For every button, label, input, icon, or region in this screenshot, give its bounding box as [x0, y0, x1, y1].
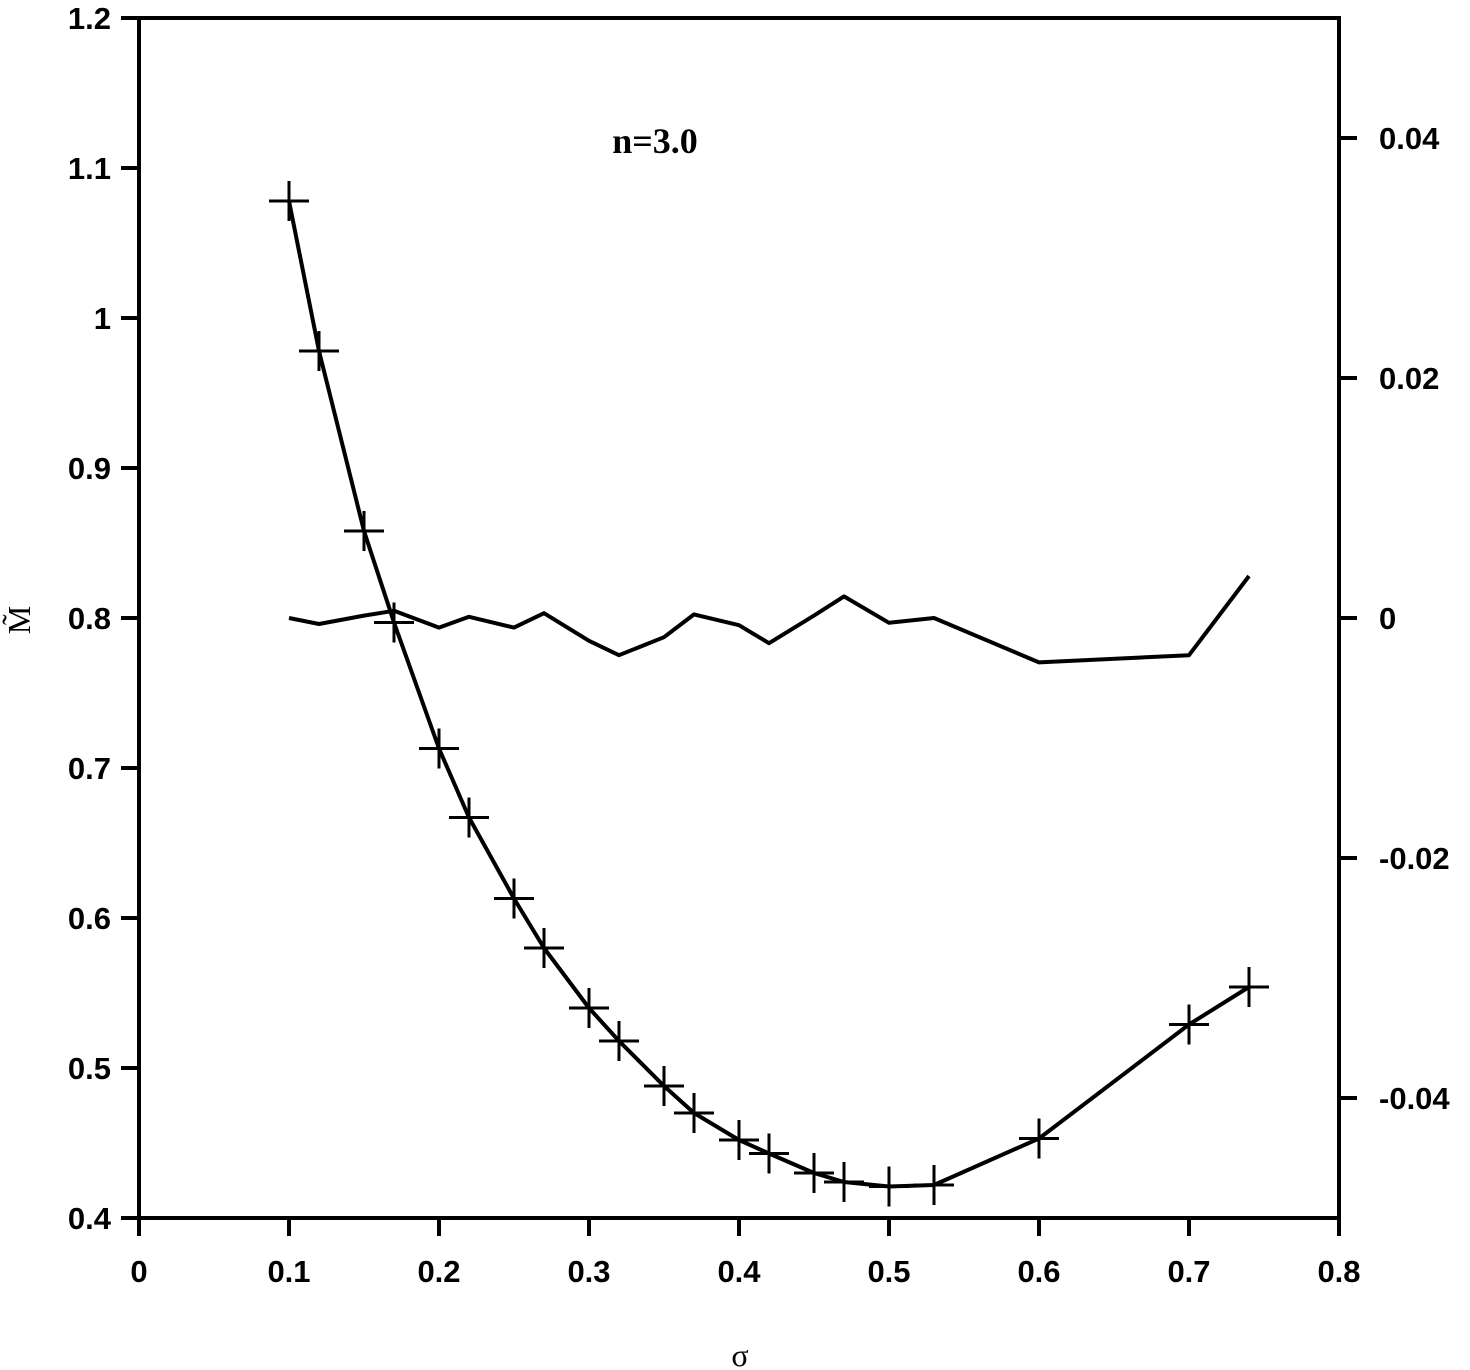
y-tick-label: 0.8: [68, 601, 111, 636]
series-1-marker: [299, 331, 339, 371]
y-tick-label: 1.2: [68, 1, 111, 36]
x-tick-label: 0.6: [1017, 1254, 1060, 1289]
series-1-marker: [824, 1162, 864, 1202]
series-1-marker: [449, 797, 489, 838]
y-axis-right: -0.04 -0.02 0 0.02 0.04: [1339, 121, 1450, 1116]
series-1-marker: [344, 511, 384, 551]
series-1-marker: [599, 1021, 639, 1061]
series-1-marker: [524, 928, 564, 968]
x-tick-label: 0.4: [717, 1254, 761, 1289]
y2-tick-label: 0.04: [1379, 121, 1440, 156]
plot-area: [137, 16, 1341, 1220]
y-tick-label: 1: [94, 301, 111, 336]
x-tick-label: 0: [130, 1254, 147, 1289]
y-tick-label: 0.4: [68, 1201, 112, 1236]
series-1-marker: [419, 728, 459, 769]
y-tick-label: 0.6: [68, 901, 111, 936]
x-tick-label: 0.2: [417, 1254, 460, 1289]
series-1-marker: [374, 602, 414, 643]
x-tick-label: 0.1: [267, 1254, 310, 1289]
x-tick-label: 0.5: [867, 1254, 910, 1289]
y2-tick-label: -0.04: [1379, 1081, 1450, 1116]
series-1-marker: [749, 1133, 789, 1174]
series-1-line: [287, 200, 1251, 1189]
series-1-marker: [1169, 1004, 1209, 1045]
x-tick-label: 0.3: [567, 1254, 610, 1289]
series-1-marker: [1229, 967, 1269, 1007]
series-layer: [269, 181, 1269, 1207]
y-axis-title: M̃: [1, 606, 37, 634]
y2-tick-label: 0.02: [1379, 361, 1439, 396]
series-1-marker: [569, 988, 609, 1028]
series-1-marker: [674, 1093, 714, 1133]
x-axis: 0 0.1 0.2 0.3 0.4 0.5 0.6 0.7 0.8: [130, 1218, 1361, 1289]
series-1-marker: [1019, 1118, 1059, 1159]
chart-annotation: n=3.0: [612, 121, 698, 161]
x-axis-title: σ: [731, 1337, 748, 1370]
series-1-marker: [494, 878, 534, 919]
series-2-line: [288, 574, 1251, 665]
y2-tick-label: 0: [1379, 601, 1396, 636]
x-tick-label: 0.7: [1167, 1254, 1210, 1289]
y-tick-label: 1.1: [68, 151, 111, 186]
y2-tick-label: -0.02: [1379, 841, 1450, 876]
y-tick-label: 0.5: [68, 1051, 111, 1086]
y-tick-label: 0.9: [68, 451, 111, 486]
series-1-marker: [269, 181, 309, 221]
series-1-marker: [869, 1166, 909, 1207]
x-tick-label: 0.8: [1317, 1254, 1360, 1289]
y-axis-left: 0.4 0.5 0.6 0.7 0.8 0.9 1 1.1 1.2: [68, 1, 139, 1236]
plot-frame: [137, 16, 1341, 1220]
series-1-marker: [644, 1066, 684, 1106]
y-tick-label: 0.7: [68, 751, 111, 786]
series-1-marker: [794, 1153, 834, 1193]
series-1-marker: [719, 1120, 759, 1160]
series-1-marker: [914, 1165, 954, 1205]
